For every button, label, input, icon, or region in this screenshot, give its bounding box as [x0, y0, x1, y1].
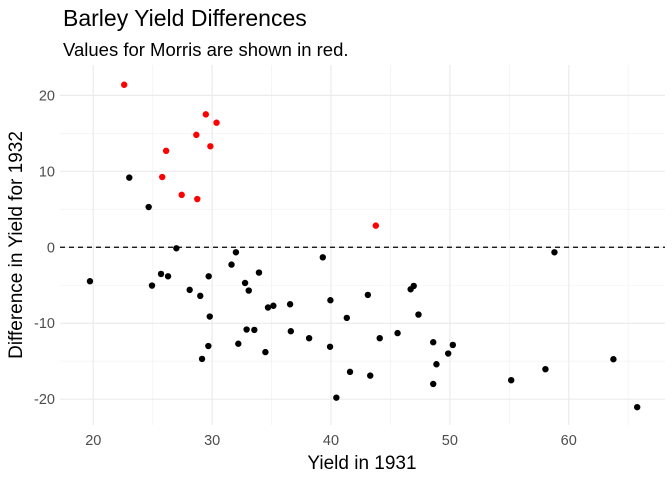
- data-point: [449, 341, 457, 349]
- y-tick-label: 10: [39, 164, 55, 180]
- data-point: [126, 174, 133, 181]
- data-point: [264, 304, 272, 311]
- data-point: [197, 292, 204, 300]
- data-point: [326, 343, 334, 350]
- data-point: [430, 380, 437, 388]
- y-tick-label: -10: [34, 316, 55, 332]
- data-point: [343, 314, 351, 322]
- data-point: [551, 249, 558, 256]
- data-point: [633, 403, 641, 411]
- data-point: [333, 394, 340, 401]
- data-point: [206, 313, 213, 320]
- points: [86, 81, 641, 411]
- data-point: [186, 286, 193, 294]
- grid: [60, 65, 665, 425]
- chart-title: Barley Yield Differences: [63, 5, 307, 31]
- data-point-morris: [162, 147, 170, 155]
- data-point-morris: [213, 119, 220, 126]
- x-tick-label: 50: [442, 433, 458, 449]
- x-axis-title: Yield in 1931: [307, 453, 416, 474]
- x-tick-label: 60: [561, 433, 577, 449]
- data-point-morris: [194, 195, 201, 203]
- data-point: [235, 340, 242, 347]
- x-tick-label: 40: [323, 433, 339, 449]
- data-point: [198, 355, 206, 363]
- data-point: [243, 326, 250, 333]
- x-tick-label: 30: [204, 433, 220, 449]
- data-point: [241, 279, 249, 287]
- data-point: [327, 297, 334, 304]
- data-point-morris: [207, 143, 214, 150]
- data-point: [376, 334, 383, 342]
- data-point: [270, 302, 277, 309]
- y-tick-label: 20: [39, 88, 55, 104]
- data-point: [433, 361, 440, 368]
- y-tick-label: -20: [34, 392, 55, 408]
- y-tick-label: 0: [47, 240, 55, 256]
- data-point: [287, 328, 295, 335]
- data-point: [410, 282, 417, 290]
- data-point: [205, 273, 212, 280]
- data-point-morris: [372, 222, 380, 229]
- data-point: [173, 245, 180, 252]
- data-point: [145, 203, 152, 211]
- data-point: [228, 261, 235, 268]
- data-point: [415, 311, 422, 318]
- data-point: [364, 291, 372, 299]
- data-point: [319, 254, 327, 261]
- data-point: [148, 282, 156, 289]
- data-point: [245, 287, 252, 294]
- data-point: [346, 368, 354, 376]
- data-point: [430, 339, 437, 346]
- data-point: [507, 376, 515, 384]
- tick-labels: 20 30 40 50 60 20 10 0 -10 -20: [34, 88, 577, 449]
- data-point: [157, 270, 165, 278]
- data-point-morris: [120, 81, 128, 88]
- data-point: [610, 356, 617, 363]
- data-point-morris: [159, 173, 166, 181]
- data-point: [286, 301, 294, 308]
- x-tick-label: 20: [85, 433, 101, 449]
- data-point: [86, 278, 94, 285]
- data-point: [232, 249, 240, 256]
- chart-subtitle: Values for Morris are shown in red.: [63, 39, 349, 60]
- data-point: [205, 342, 212, 350]
- data-point-morris: [202, 111, 210, 118]
- data-point: [367, 372, 374, 379]
- data-point: [542, 365, 549, 373]
- data-point-morris: [178, 191, 185, 199]
- y-axis-title: Difference in Yield for 1932: [6, 131, 27, 359]
- data-point: [305, 334, 313, 342]
- data-point: [164, 273, 172, 280]
- data-point: [255, 269, 263, 276]
- data-point: [251, 326, 258, 334]
- data-point: [262, 348, 269, 356]
- data-point: [444, 350, 452, 357]
- data-point: [394, 329, 401, 337]
- data-point-morris: [193, 131, 200, 139]
